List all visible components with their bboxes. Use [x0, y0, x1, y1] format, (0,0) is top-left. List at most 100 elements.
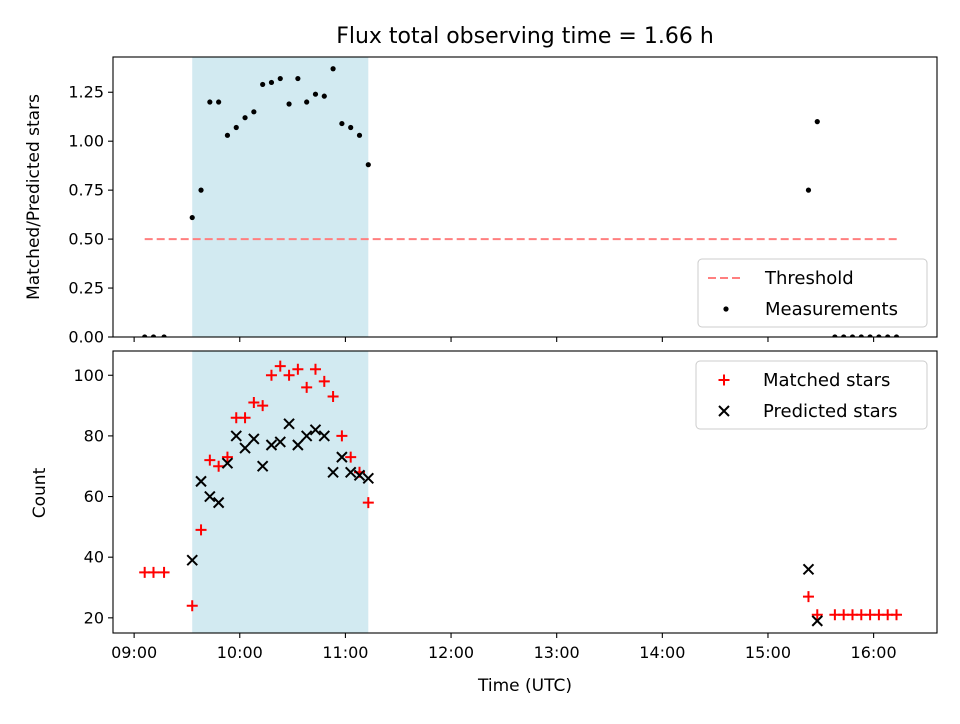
count-axes-frame [112, 350, 938, 634]
matched-star-point [301, 381, 313, 393]
measurement-point [295, 75, 301, 82]
predicted-star-point [318, 430, 330, 442]
ratio-axes-frame [112, 56, 938, 338]
measurement-point [198, 187, 204, 193]
measurement-point [277, 75, 283, 82]
measurement-point [832, 334, 838, 337]
ratio-y-tick-label: 0.75 [68, 181, 104, 200]
matched-star-point [213, 460, 225, 472]
measurement-point [304, 99, 310, 105]
count-y-axis-label: Count [30, 467, 50, 518]
matched-star-point [274, 360, 286, 372]
x-tick-label: 10:00 [217, 643, 263, 662]
measurement-point [242, 115, 248, 121]
measurement-point [321, 93, 327, 99]
legend-label: Predicted stars [763, 401, 897, 422]
count-panel: 20 40 60 80 100 09:00 10:00 11:00 12:00 13:00 14:0… [73, 350, 938, 662]
measurement-point [885, 334, 891, 337]
measurement-point [286, 101, 292, 107]
measurement-point [356, 132, 363, 138]
legend-label: Matched stars [763, 370, 890, 391]
matched-star-point [265, 369, 277, 381]
measurement-point [365, 162, 371, 168]
ratio-y-tick-label: 0.50 [68, 230, 104, 249]
measurement-point [268, 79, 275, 86]
ratio-y-tick-label: 1.00 [68, 132, 104, 151]
matched-star-point [239, 412, 251, 424]
predicted-star-point [802, 563, 815, 576]
count-y-tick-label: 100 [73, 366, 104, 385]
predicted-star-point [344, 466, 357, 478]
predicted-star-point [221, 457, 234, 469]
x-tick-label: 13:00 [534, 643, 580, 662]
predicted-star-point [186, 554, 198, 566]
measurement-point [330, 66, 336, 72]
x-tick-label: 14:00 [639, 643, 685, 662]
x-tick-label: 09:00 [111, 643, 157, 662]
predicted-star-point [309, 424, 322, 436]
measurement-point [224, 132, 231, 138]
count-y-tick-label: 40 [84, 548, 104, 567]
predicted-star-point [283, 418, 295, 430]
matched-star-point [362, 497, 374, 509]
matched-star-point [257, 400, 269, 412]
ratio-y-axis-label: Matched/Predicted stars [24, 94, 44, 300]
matched-star-point [318, 375, 330, 387]
measurement-point [858, 334, 864, 337]
predicted-star-point [336, 451, 348, 463]
predicted-star-point [292, 439, 304, 451]
matched-star-point [345, 451, 357, 463]
ratio-panel: 0.00 0.25 0.50 0.75 1.00 1.25 Threshold Measure… [68, 56, 938, 347]
count-y-tick-label: 80 [84, 426, 104, 445]
ratio-y-tick-label: 0.00 [68, 328, 104, 347]
matched-star-point [802, 591, 814, 603]
measurement-point [841, 334, 847, 337]
legend-label: Measurements [765, 299, 898, 320]
measurement-point [142, 334, 148, 337]
predicted-star-point [204, 490, 216, 503]
measurement-point [876, 334, 882, 337]
measurement-point [189, 214, 195, 221]
predicted-star-point [239, 442, 251, 454]
predicted-star-point [300, 430, 313, 442]
measurement-point [260, 81, 266, 88]
predicted-star-point [274, 436, 286, 448]
matched-star-point [221, 451, 233, 463]
predicted-star-point [256, 460, 269, 472]
measurement-point [150, 334, 157, 337]
predicted-star-point [353, 469, 366, 482]
x-tick-label: 16:00 [851, 643, 897, 662]
measurement-point [216, 99, 222, 105]
measurement-point [251, 109, 257, 115]
count-y-tick-label: 20 [84, 608, 104, 627]
predicted-star-point [212, 496, 225, 509]
predicted-star-point [265, 439, 278, 451]
ratio-y-tick-label: 0.25 [68, 279, 104, 298]
measurement-point [814, 119, 820, 125]
measurement-point [348, 124, 354, 131]
legend-measurement-swatch [723, 306, 729, 312]
predicted-star-point [327, 466, 339, 478]
matched-star-point [327, 390, 339, 402]
predicted-star-point [811, 615, 823, 627]
time-x-axis-label: Time (UTC) [477, 676, 572, 696]
predicted-star-point [362, 472, 375, 485]
measurement-point [161, 334, 167, 337]
legend-predicted-swatch [718, 405, 730, 417]
matched-star-point [248, 397, 260, 409]
count-legend [695, 360, 928, 430]
matched-star-point [283, 369, 295, 381]
matched-star-point [147, 566, 159, 578]
predicted-star-point [248, 433, 260, 445]
legend-matched-swatch [718, 374, 730, 386]
legend-label: Threshold [764, 268, 854, 289]
matched-star-point [292, 363, 304, 375]
measurement-point [233, 124, 239, 131]
measurement-point [849, 334, 856, 337]
matched-star-point [204, 454, 216, 466]
x-tick-label: 12:00 [428, 643, 474, 662]
matched-star-point [309, 363, 321, 375]
matched-star-point [336, 430, 348, 442]
measurement-point [805, 187, 812, 193]
